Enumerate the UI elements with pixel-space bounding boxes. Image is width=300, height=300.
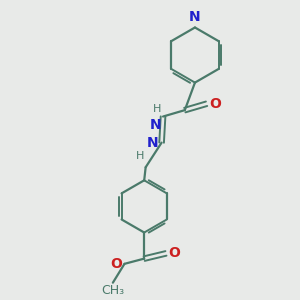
- Text: N: N: [189, 10, 201, 24]
- Text: O: O: [110, 257, 122, 271]
- Text: H: H: [136, 152, 145, 161]
- Text: N: N: [147, 136, 159, 150]
- Text: O: O: [209, 97, 221, 111]
- Text: O: O: [168, 246, 180, 260]
- Text: H: H: [153, 104, 162, 115]
- Text: N: N: [150, 118, 162, 132]
- Text: CH₃: CH₃: [101, 284, 124, 297]
